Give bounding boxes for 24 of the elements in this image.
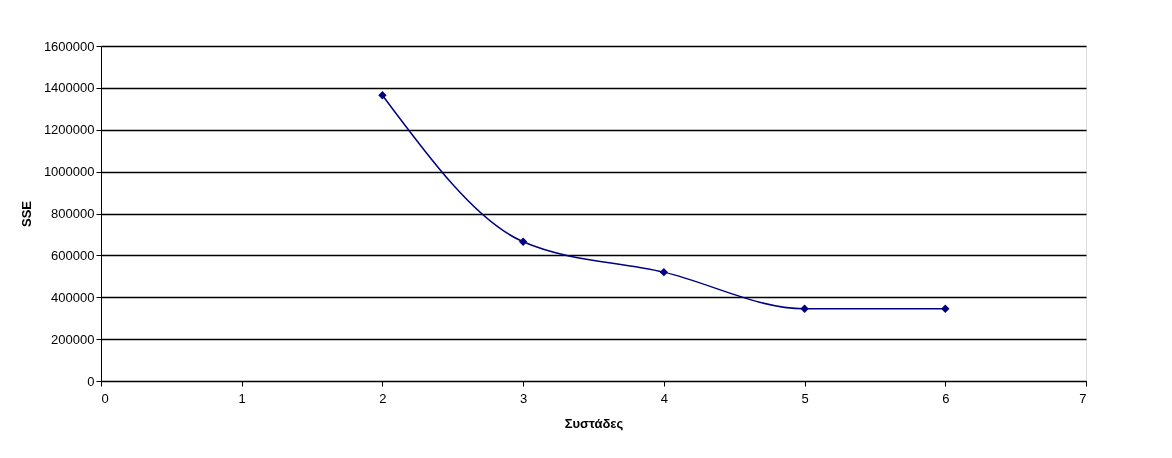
x-tick-label: 0 [101, 390, 109, 406]
y-axis-title: SSE [18, 200, 34, 228]
x-tick-label: 7 [1079, 390, 1087, 406]
y-tick-label: 1600000 [43, 38, 95, 54]
point [378, 91, 387, 100]
y-tick-label: 800000 [51, 206, 95, 221]
point [518, 237, 528, 246]
y-tick-label: 600000 [51, 247, 95, 263]
x-tick-label: 4 [660, 390, 668, 406]
point [659, 267, 669, 277]
y-tick-label: 400000 [51, 289, 95, 305]
y-tick-label: 1000000 [43, 164, 95, 180]
y-tick-label: 1400000 [43, 80, 95, 96]
x-tick-label: 3 [520, 390, 528, 406]
y-tick-label: 200000 [51, 331, 95, 347]
x-tick-label: 6 [942, 390, 950, 406]
y-tick-label: 0 [87, 373, 95, 389]
x-tick-label: 5 [801, 390, 809, 406]
y-tick-label: 1200000 [43, 122, 95, 138]
point [941, 304, 950, 313]
x-tick-label: 1 [238, 390, 246, 406]
point [800, 304, 809, 313]
x-tick-label: 2 [379, 390, 387, 406]
x-axis-title: Συστάδες [564, 415, 624, 431]
